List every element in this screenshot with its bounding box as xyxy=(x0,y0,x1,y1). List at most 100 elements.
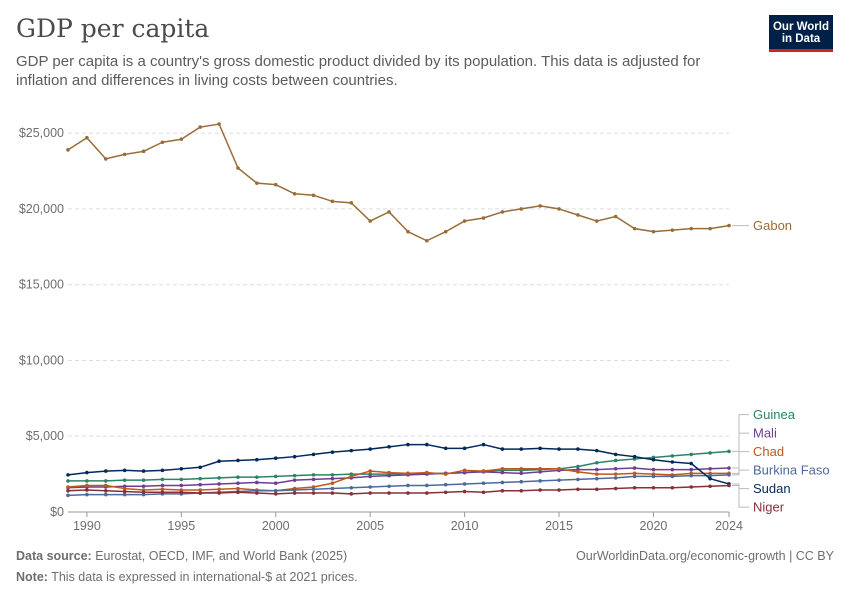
x-tick-label: 2020 xyxy=(640,519,668,533)
x-tick-label: 1990 xyxy=(73,519,101,533)
legend-label-niger[interactable]: Niger xyxy=(753,500,785,515)
data-point-mali xyxy=(311,477,316,482)
chart-note: Note: This data is expressed in internat… xyxy=(16,570,358,584)
data-point-sudan xyxy=(406,442,410,447)
series-line-mali[interactable] xyxy=(67,467,730,489)
data-point-niger xyxy=(387,491,391,495)
data-point-gabon xyxy=(273,182,278,187)
data-point-gabon xyxy=(387,210,391,214)
legend-label-sudan[interactable]: Sudan xyxy=(753,481,791,496)
data-point-mali xyxy=(292,478,297,482)
data-point-niger xyxy=(462,489,467,494)
data-point-burkina-faso xyxy=(387,484,391,489)
x-tick-label: 2015 xyxy=(545,519,573,533)
data-point-gabon xyxy=(462,219,467,223)
data-point-gabon xyxy=(689,226,694,231)
x-tick-label: 2024 xyxy=(715,519,743,533)
series-line-burkina-faso[interactable] xyxy=(67,474,730,497)
note-label: Note: xyxy=(16,570,48,584)
data-point-mali xyxy=(538,470,542,474)
source-text[interactable]: Eurostat, OECD, IMF, and World Bank (202… xyxy=(95,549,348,563)
data-point-mali xyxy=(651,467,656,472)
data-point-niger xyxy=(500,488,505,493)
data-point-sudan xyxy=(349,448,354,453)
credit-link[interactable]: OurWorldinData.org/economic-growth | CC … xyxy=(576,549,834,563)
data-point-burkina-faso xyxy=(651,474,656,479)
legend-labels: Gabon Guinea Mali Chad Burkina Faso Sudan Nige… xyxy=(732,218,830,515)
series-lines xyxy=(66,122,731,498)
data-point-sudan xyxy=(595,448,599,453)
data-point-sudan xyxy=(538,446,542,451)
data-point-niger xyxy=(557,488,561,492)
data-point-burkina-faso xyxy=(349,485,354,490)
data-point-burkina-faso xyxy=(727,473,731,477)
legend-label-burkina-faso[interactable]: Burkina Faso xyxy=(753,463,830,478)
data-point-gabon xyxy=(576,213,580,217)
data-point-guinea xyxy=(122,478,127,482)
owid-logo[interactable]: Our World in Data xyxy=(769,15,833,52)
data-point-gabon xyxy=(670,228,675,232)
legend-label-mali[interactable]: Mali xyxy=(753,426,777,441)
source-label: Data source: xyxy=(16,549,92,563)
data-point-sudan xyxy=(217,459,221,464)
data-point-sudan xyxy=(443,446,448,451)
series-line-guinea[interactable] xyxy=(68,450,730,482)
data-point-guinea xyxy=(217,476,221,480)
data-point-burkina-faso xyxy=(595,476,599,481)
data-point-gabon xyxy=(481,216,486,220)
data-point-guinea xyxy=(236,475,240,479)
data-point-mali xyxy=(727,466,731,470)
data-point-niger xyxy=(576,487,580,492)
data-point-sudan xyxy=(330,450,335,454)
data-point-chad xyxy=(387,470,391,475)
legend-label-chad[interactable]: Chad xyxy=(753,444,784,459)
data-point-gabon xyxy=(406,229,410,234)
series-line-chad[interactable] xyxy=(67,468,729,492)
data-point-niger xyxy=(141,490,146,495)
logo-line-1: Our World xyxy=(772,21,829,33)
data-point-mali xyxy=(160,483,165,488)
data-point-chad xyxy=(443,472,448,476)
data-point-burkina-faso xyxy=(443,482,448,487)
data-point-guinea xyxy=(292,473,297,478)
data-point-gabon xyxy=(217,122,221,126)
series-line-sudan[interactable] xyxy=(67,443,730,485)
data-point-burkina-faso xyxy=(85,492,89,497)
data-point-chad xyxy=(217,487,221,492)
data-point-mali xyxy=(179,483,184,488)
series-line-niger[interactable] xyxy=(67,484,730,495)
x-tick-label: 1995 xyxy=(167,519,195,533)
data-point-guinea xyxy=(330,473,335,477)
data-point-guinea xyxy=(727,449,731,454)
data-point-sudan xyxy=(519,447,524,451)
data-point-sudan xyxy=(236,458,240,463)
data-point-gabon xyxy=(292,191,297,196)
data-point-sudan xyxy=(651,457,656,462)
data-point-chad xyxy=(406,471,410,476)
legend-label-guinea[interactable]: Guinea xyxy=(753,407,796,422)
data-point-gabon xyxy=(236,166,240,170)
data-point-niger xyxy=(727,483,731,488)
y-tick-label: $5,000 xyxy=(26,429,64,443)
data-point-sudan xyxy=(85,470,89,475)
legend-label-gabon[interactable]: Gabon xyxy=(753,218,792,233)
data-point-niger xyxy=(425,491,429,495)
data-point-mali xyxy=(141,484,146,489)
data-point-mali xyxy=(330,476,335,481)
data-point-niger xyxy=(481,490,486,495)
data-point-sudan xyxy=(160,468,165,473)
data-point-gabon xyxy=(85,135,89,140)
data-point-sudan xyxy=(103,469,108,473)
data-point-niger xyxy=(236,490,240,495)
data-point-niger xyxy=(160,490,165,495)
data-point-niger xyxy=(632,485,637,490)
axes: $0 $5,000 $10,000 $15,000 $20,000 $25,000 1990… xyxy=(19,126,743,533)
data-point-guinea xyxy=(595,460,599,465)
y-tick-label: $20,000 xyxy=(19,202,64,216)
data-point-chad xyxy=(576,470,580,474)
data-point-burkina-faso xyxy=(368,485,372,489)
series-line-gabon[interactable] xyxy=(67,123,730,242)
data-point-guinea xyxy=(255,475,259,479)
data-point-niger xyxy=(613,486,618,491)
data-point-burkina-faso xyxy=(519,479,524,484)
